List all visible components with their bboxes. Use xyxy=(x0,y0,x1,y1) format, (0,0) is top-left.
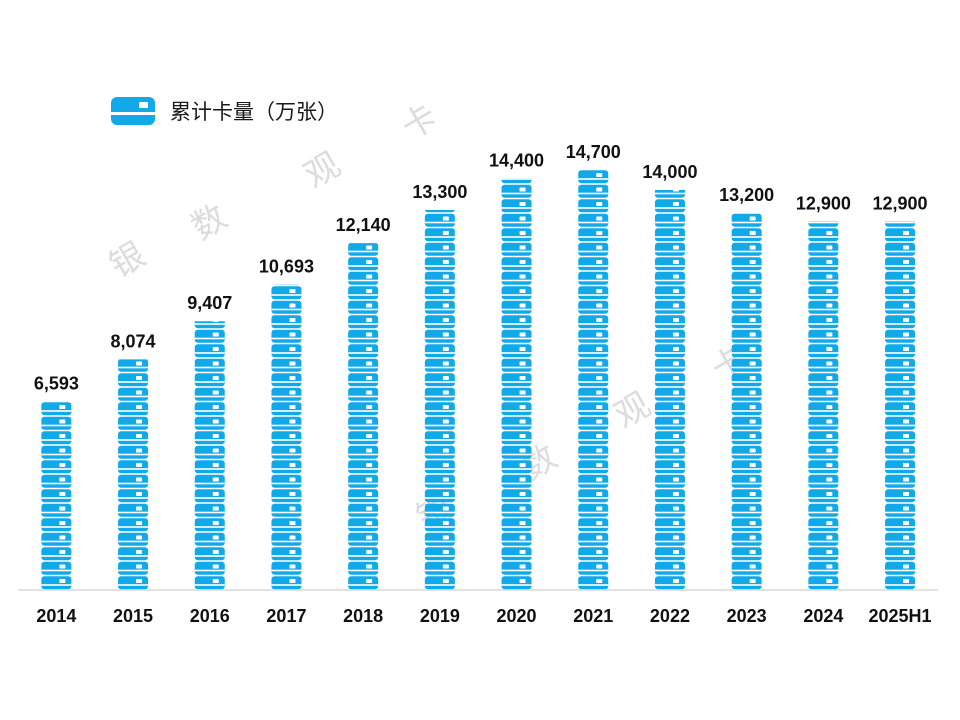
watermark-char: 卡 xyxy=(395,97,444,149)
bar-2019 xyxy=(424,210,455,590)
value-label-2019: 13,300 xyxy=(412,182,467,202)
category-label-2023: 2023 xyxy=(727,606,767,626)
value-label-2020: 14,400 xyxy=(489,151,544,171)
value-label-2023: 13,200 xyxy=(719,185,774,205)
legend-label: 累计卡量（万张） xyxy=(170,100,338,124)
bank-card-icon xyxy=(111,97,155,125)
category-label-2017: 2017 xyxy=(266,606,306,626)
value-label-2018: 12,140 xyxy=(336,215,391,235)
bar-2020 xyxy=(501,178,532,590)
category-label-2024: 2024 xyxy=(803,606,843,626)
category-label-2018: 2018 xyxy=(343,606,383,626)
value-label-2021: 14,700 xyxy=(566,142,621,162)
bar-2015 xyxy=(118,359,149,590)
watermark-char: 银 xyxy=(103,235,152,287)
value-label-2025H1: 12,900 xyxy=(873,193,928,213)
bar-2017 xyxy=(271,284,302,590)
value-label-2017: 10,693 xyxy=(259,256,314,276)
category-label-2022: 2022 xyxy=(650,606,690,626)
category-labels-layer: 2014 2015 2016 2017 2018 2019 2020 2021 2022 2023… xyxy=(36,606,931,626)
watermark-char: 观 xyxy=(298,145,347,197)
value-label-2024: 12,900 xyxy=(796,193,851,213)
watermark-char: 观 xyxy=(608,385,657,437)
bars-layer xyxy=(41,170,916,590)
bar-2023 xyxy=(731,213,762,590)
category-label-2014: 2014 xyxy=(36,606,76,626)
bar-2025H1 xyxy=(885,221,916,590)
category-label-2019: 2019 xyxy=(420,606,460,626)
value-label-2015: 8,074 xyxy=(111,331,156,351)
bar-2018 xyxy=(348,243,379,590)
category-label-2015: 2015 xyxy=(113,606,153,626)
category-label-2020: 2020 xyxy=(497,606,537,626)
bar-2014 xyxy=(41,402,72,590)
bar-2024 xyxy=(808,221,839,590)
value-label-2022: 14,000 xyxy=(642,162,697,182)
bar-2016 xyxy=(194,321,225,590)
bar-2022 xyxy=(654,190,685,590)
value-labels-layer: 6,593 8,074 9,407 10,693 12,140 13,300 14,400 1… xyxy=(34,142,928,394)
category-label-2016: 2016 xyxy=(190,606,230,626)
category-label-2021: 2021 xyxy=(573,606,613,626)
category-label-2025H1: 2025H1 xyxy=(869,606,932,626)
legend: 累计卡量（万张） xyxy=(110,96,338,126)
bar-2021 xyxy=(578,170,609,590)
value-label-2016: 9,407 xyxy=(187,293,232,313)
watermark-char: 数 xyxy=(185,197,234,249)
value-label-2014: 6,593 xyxy=(34,374,79,394)
